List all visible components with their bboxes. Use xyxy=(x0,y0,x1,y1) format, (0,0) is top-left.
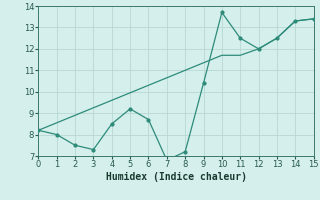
X-axis label: Humidex (Indice chaleur): Humidex (Indice chaleur) xyxy=(106,172,246,182)
